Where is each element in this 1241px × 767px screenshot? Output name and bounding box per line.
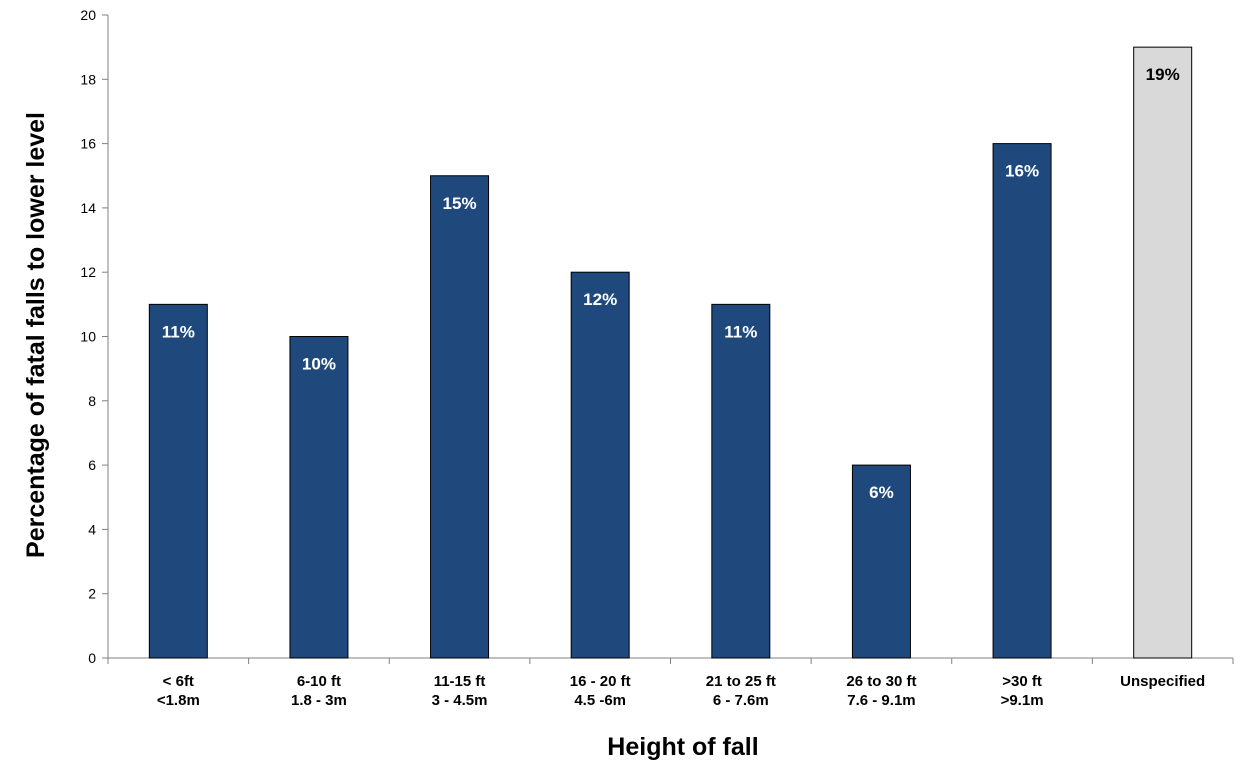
x-category-label: 11-15 ft xyxy=(434,673,486,690)
bar-data-label: 12% xyxy=(583,290,617,309)
y-tick-label: 6 xyxy=(88,457,96,473)
x-category-label: >9.1m xyxy=(1001,692,1044,709)
y-axis-title: Percentage of fatal falls to lower level xyxy=(22,112,50,558)
y-tick-label: 20 xyxy=(80,7,96,23)
bar-data-label: 11% xyxy=(162,322,195,341)
x-category-label: 6 - 7.6m xyxy=(713,692,769,709)
y-tick-label: 10 xyxy=(80,329,96,345)
bar xyxy=(148,303,208,659)
x-category-label: Unspecified xyxy=(1120,673,1205,690)
y-axis: 0 2 4 6 8 10 12 14 16 18 20 xyxy=(80,7,109,666)
bar xyxy=(851,464,911,659)
x-category-label: 4.5 -6m xyxy=(574,692,626,709)
y-tick-label: 12 xyxy=(80,264,96,280)
x-category-label: 26 to 30 ft xyxy=(846,673,916,690)
bar-data-label: 19% xyxy=(1146,65,1180,84)
y-tick-label: 2 xyxy=(88,586,96,602)
bar xyxy=(711,303,771,659)
x-axis xyxy=(107,657,1234,664)
y-tick-label: 14 xyxy=(80,200,96,216)
bar-data-label: 6% xyxy=(869,483,894,502)
category-labels: < 6ft <1.8m 6-10 ft 1.8 - 3m 11-15 ft 3 - 4.5… xyxy=(157,673,1205,709)
bar xyxy=(1133,46,1193,659)
bar xyxy=(570,271,630,659)
x-category-label: >30 ft xyxy=(1002,673,1042,690)
bars: 11% 10% 15% 12% 11% 6% 16% 19% xyxy=(148,46,1193,659)
bar xyxy=(289,336,349,659)
bar-data-label: 10% xyxy=(302,355,336,374)
x-category-label: 6-10 ft xyxy=(297,673,341,690)
bar-data-label: 16% xyxy=(1005,162,1039,181)
x-axis-title: Height of fall xyxy=(607,733,758,761)
y-tick-label: 16 xyxy=(80,136,96,152)
y-tick-label: 8 xyxy=(88,393,96,409)
x-category-label: < 6ft xyxy=(163,673,194,690)
x-category-label: 16 - 20 ft xyxy=(570,673,631,690)
x-category-label: <1.8m xyxy=(157,692,200,709)
y-tick-label: 0 xyxy=(88,650,96,666)
x-category-label: 3 - 4.5m xyxy=(432,692,488,709)
x-category-label: 7.6 - 9.1m xyxy=(847,692,915,709)
x-category-label: 1.8 - 3m xyxy=(291,692,347,709)
bar xyxy=(430,175,490,659)
x-category-label: 21 to 25 ft xyxy=(706,673,776,690)
bar-data-label: 11% xyxy=(724,322,757,341)
bar-data-label: 15% xyxy=(443,194,477,213)
bar xyxy=(992,143,1052,659)
y-tick-label: 18 xyxy=(80,71,96,87)
y-tick-label: 4 xyxy=(88,521,96,537)
